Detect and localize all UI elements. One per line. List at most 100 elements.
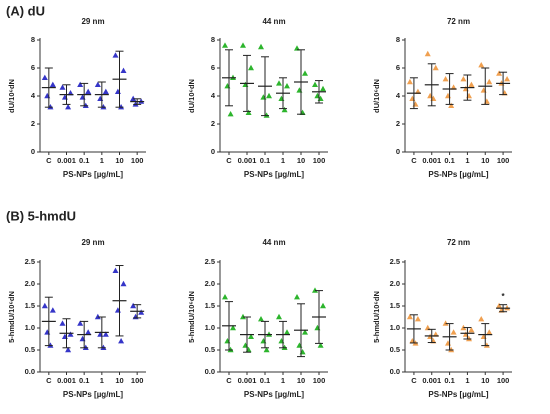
- x-tick-label: 100: [497, 156, 510, 165]
- data-point: [468, 327, 475, 333]
- data-point: [120, 280, 127, 287]
- data-point: [486, 78, 493, 85]
- data-point: [320, 85, 326, 92]
- x-tick-label: 10: [115, 376, 123, 385]
- x-tick-label: 0.1: [444, 376, 454, 385]
- data-point: [230, 324, 236, 331]
- y-tick-label: 0.0: [390, 367, 400, 376]
- x-tick-label: C: [46, 156, 52, 165]
- x-tick-label: 10: [115, 156, 123, 165]
- data-point: [409, 95, 416, 101]
- x-axis-label: PS-NPs [µg/mL]: [244, 390, 305, 399]
- x-tick-label: 100: [497, 376, 510, 385]
- data-point: [120, 67, 127, 73]
- data-point: [59, 320, 66, 326]
- data-point: [266, 92, 272, 99]
- y-axis-label: 5-hmdU/10⁶dN: [187, 291, 196, 343]
- panel-title: 29 nm: [81, 17, 104, 26]
- data-point: [302, 70, 308, 76]
- data-point: [312, 81, 318, 87]
- y-tick-label: 0: [396, 147, 400, 156]
- y-axis-label: dU/10⁶dN: [7, 79, 16, 113]
- y-tick-label: 2.0: [390, 279, 400, 288]
- y-tick-label: 1.5: [205, 301, 215, 310]
- y-tick-label: 1.0: [205, 323, 215, 332]
- data-point: [94, 81, 101, 87]
- y-tick-label: 0.5: [25, 345, 35, 354]
- y-tick-label: 1.0: [25, 323, 35, 332]
- data-point: [483, 342, 490, 348]
- x-tick-label: 1: [465, 376, 469, 385]
- data-point: [248, 64, 254, 71]
- y-tick-label: 0.5: [390, 345, 400, 354]
- x-tick-label: 0.1: [444, 156, 454, 165]
- x-tick-label: 0.001: [422, 376, 441, 385]
- x-tick-label: 1: [100, 156, 104, 165]
- data-point: [112, 267, 119, 273]
- data-point: [130, 302, 137, 309]
- data-point: [85, 329, 92, 335]
- y-tick-label: 0.5: [205, 345, 215, 354]
- data-point: [406, 78, 413, 85]
- x-tick-label: 1: [281, 376, 285, 385]
- y-tick-label: 6: [396, 63, 400, 72]
- data-point: [486, 329, 493, 335]
- data-point: [504, 76, 511, 82]
- data-point: [41, 74, 48, 80]
- data-point: [442, 320, 449, 326]
- data-point: [294, 45, 300, 51]
- panel-title: 44 nm: [262, 17, 285, 26]
- x-tick-label: 0.1: [79, 376, 89, 385]
- data-point: [102, 331, 109, 337]
- y-tick-label: 2.5: [205, 257, 215, 266]
- y-tick-label: 6: [31, 63, 35, 72]
- data-point: [320, 302, 326, 309]
- data-point: [240, 42, 246, 48]
- section-label: (A) dU: [6, 3, 45, 18]
- x-tick-label: C: [411, 376, 417, 385]
- data-point: [41, 302, 48, 309]
- x-tick-label: 1: [281, 156, 285, 165]
- x-tick-label: 0.1: [79, 156, 89, 165]
- x-tick-label: 10: [481, 156, 489, 165]
- data-point: [65, 346, 72, 353]
- data-point: [468, 81, 475, 87]
- data-point: [276, 313, 282, 320]
- panel-title: 72 nm: [447, 238, 470, 247]
- data-point: [448, 102, 455, 108]
- data-point: [450, 329, 457, 335]
- data-point: [132, 101, 139, 107]
- x-tick-label: 1: [100, 376, 104, 385]
- data-point: [59, 84, 66, 90]
- x-tick-label: 100: [313, 376, 326, 385]
- data-point: [406, 313, 413, 320]
- data-point: [462, 331, 469, 337]
- data-point: [284, 83, 290, 89]
- section-label: (B) 5-hmdU: [6, 208, 76, 223]
- y-tick-label: 4: [396, 91, 401, 100]
- x-tick-label: C: [226, 156, 232, 165]
- y-tick-label: 2.5: [25, 257, 35, 266]
- data-point: [263, 346, 270, 353]
- y-tick-label: 2: [396, 119, 400, 128]
- x-tick-label: 0.001: [57, 376, 76, 385]
- y-tick-label: 1.5: [390, 301, 400, 310]
- data-point: [77, 81, 84, 87]
- data-point: [138, 309, 145, 315]
- data-point: [276, 80, 282, 86]
- data-point: [414, 316, 421, 322]
- x-tick-label: 10: [297, 376, 305, 385]
- data-point: [284, 329, 290, 335]
- y-tick-label: 0.0: [25, 367, 35, 376]
- data-point: [248, 333, 254, 339]
- x-tick-label: C: [226, 376, 232, 385]
- x-axis-label: PS-NPs [µg/mL]: [63, 390, 124, 399]
- x-axis-label: PS-NPs [µg/mL]: [244, 170, 305, 179]
- y-axis-label: dU/10⁶dN: [372, 79, 381, 113]
- y-tick-label: 2.0: [205, 279, 215, 288]
- data-point: [462, 85, 469, 92]
- panel-title: 29 nm: [81, 238, 104, 247]
- x-tick-label: 0.001: [422, 156, 441, 165]
- y-axis-label: dU/10⁶dN: [187, 79, 196, 113]
